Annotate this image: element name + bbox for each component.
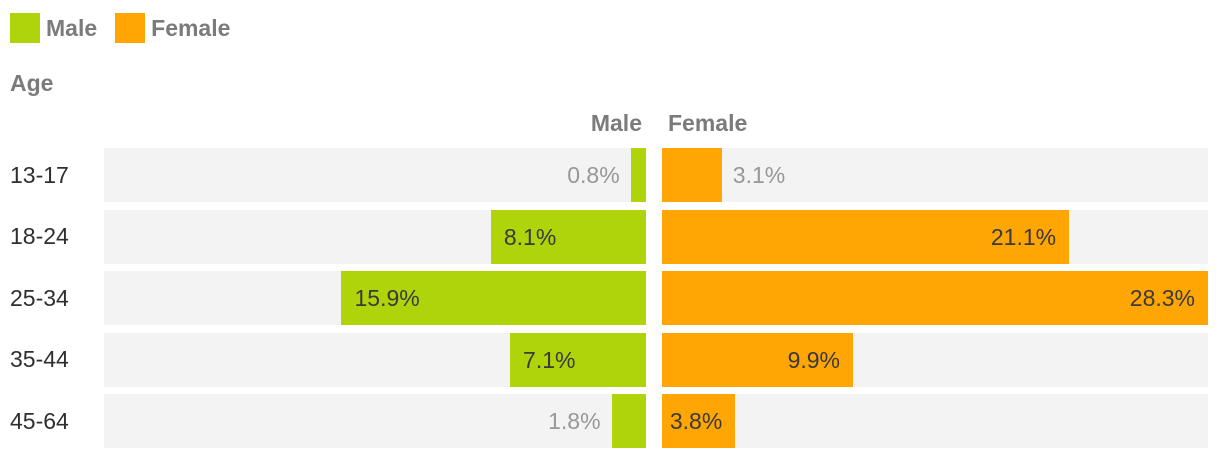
age-bucket-label: 18-24 — [10, 223, 69, 249]
male-column-header: Male — [590, 110, 642, 136]
male-bar-track: 0.8% — [104, 148, 646, 202]
female-value-label: 3.1% — [732, 162, 786, 188]
female-value-label: 28.3% — [1129, 285, 1195, 311]
female-bar[interactable]: 3.8% — [662, 394, 736, 448]
male-bar[interactable] — [630, 148, 646, 202]
age-bucket-label: 35-44 — [10, 346, 69, 372]
female-bar-track: 21.1% — [662, 209, 1208, 264]
male-bar-track: 15.9% — [104, 271, 646, 325]
table-row-18-24: 18-24 8.1% 21.1% — [0, 209, 1208, 264]
table-row-35-44: 35-44 7.1% 9.9% — [0, 332, 1208, 387]
female-bar-track: 9.9% — [662, 332, 1208, 387]
female-bar[interactable]: 28.3% — [662, 271, 1208, 325]
male-legend-swatch-icon — [10, 13, 40, 43]
female-value-label: 9.9% — [787, 346, 840, 373]
female-bar-track: 3.8% — [662, 394, 1208, 448]
male-bar-track: 7.1% — [104, 332, 646, 387]
male-value-label: 1.8% — [548, 408, 601, 434]
female-bar-track: 28.3% — [662, 271, 1208, 325]
legend-male-label: Male — [46, 14, 98, 41]
female-value-label: 3.8% — [669, 408, 723, 434]
male-value-label: 7.1% — [523, 346, 576, 373]
female-bar-track: 3.1% — [662, 148, 1208, 202]
male-bar[interactable]: 7.1% — [510, 332, 646, 387]
age-bucket-label: 45-64 — [10, 407, 69, 434]
male-bar-track: 1.8% — [104, 394, 646, 448]
age-axis-title: Age — [10, 70, 54, 96]
male-value-label: 8.1% — [503, 223, 557, 250]
male-bar[interactable] — [611, 394, 646, 448]
chart-rows: 13-17 0.8% 3.1% 18-24 8.1% 21.1% 25-34 15.9% 28.… — [0, 148, 1208, 456]
female-legend-swatch-icon — [115, 13, 146, 43]
table-row-25-34: 25-34 15.9% 28.3% — [0, 271, 1208, 325]
table-row-45-64: 45-64 1.8% 3.8% — [0, 394, 1208, 448]
legend-item-female[interactable]: Female — [115, 13, 230, 43]
legend: Male Female — [10, 13, 230, 43]
female-bar[interactable] — [662, 148, 722, 202]
male-value-label: 15.9% — [354, 285, 420, 311]
male-bar-track: 8.1% — [104, 209, 646, 264]
female-column-header: Female — [668, 110, 748, 136]
female-value-label: 21.1% — [990, 223, 1057, 250]
female-bar[interactable]: 9.9% — [662, 332, 853, 387]
legend-female-label: Female — [151, 14, 231, 41]
female-bar[interactable]: 21.1% — [662, 209, 1070, 264]
table-row-13-17: 13-17 0.8% 3.1% — [0, 148, 1208, 202]
male-bar[interactable]: 15.9% — [341, 271, 646, 325]
male-bar[interactable]: 8.1% — [490, 209, 646, 264]
column-headers: Male Female — [0, 110, 1220, 138]
age-bucket-label: 13-17 — [10, 161, 69, 188]
legend-item-male[interactable]: Male — [10, 13, 97, 43]
male-value-label: 0.8% — [567, 162, 620, 188]
age-bucket-label: 25-34 — [10, 284, 69, 311]
